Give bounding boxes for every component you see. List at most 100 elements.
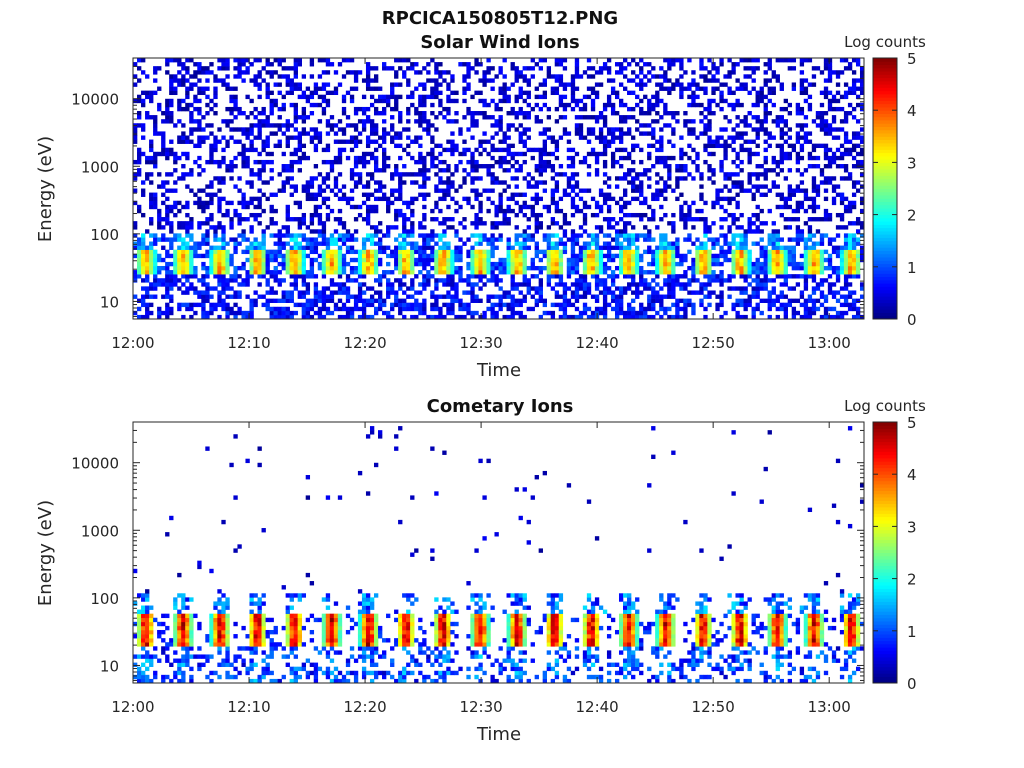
heatmap-cell bbox=[506, 245, 511, 250]
heatmap-cell bbox=[502, 147, 507, 153]
heatmap-cell bbox=[747, 147, 752, 153]
heatmap-cell bbox=[269, 204, 274, 210]
heatmap-cell bbox=[663, 294, 668, 299]
heatmap-cell bbox=[141, 123, 146, 128]
heatmap-cell bbox=[301, 90, 307, 96]
heatmap-cell bbox=[245, 127, 250, 132]
heatmap-cell bbox=[365, 233, 371, 238]
heatmap-cell bbox=[193, 143, 198, 149]
heatmap-cell bbox=[554, 274, 560, 279]
heatmap-cell bbox=[434, 70, 439, 75]
heatmap-cell bbox=[779, 155, 784, 161]
heatmap-cell bbox=[602, 261, 608, 267]
heatmap-cell bbox=[486, 151, 491, 157]
heatmap-cell bbox=[675, 184, 680, 189]
heatmap-cell bbox=[763, 278, 768, 283]
heatmap-cell bbox=[434, 200, 439, 206]
heatmap-cell bbox=[594, 168, 600, 173]
heatmap-cell bbox=[249, 172, 254, 177]
heatmap-cell bbox=[478, 98, 483, 104]
heatmap-cell bbox=[249, 200, 254, 206]
heatmap-cell bbox=[486, 58, 491, 63]
heatmap-cell bbox=[382, 310, 387, 316]
heatmap-cell bbox=[153, 127, 158, 132]
heatmap-cell bbox=[406, 94, 411, 100]
heatmap-cell bbox=[506, 314, 511, 320]
heatmap-cell bbox=[639, 290, 644, 295]
heatmap-cell bbox=[205, 78, 210, 83]
heatmap-cell bbox=[197, 204, 202, 210]
heatmap-cell bbox=[305, 282, 311, 287]
heatmap-cell bbox=[598, 257, 604, 263]
heatmap-cell bbox=[201, 310, 206, 316]
heatmap-cell bbox=[562, 249, 568, 255]
heatmap-cell bbox=[430, 102, 435, 108]
heatmap-cell bbox=[618, 208, 624, 214]
heatmap-cell bbox=[779, 147, 784, 153]
heatmap-cell bbox=[671, 82, 676, 87]
heatmap-cell bbox=[727, 74, 732, 79]
heatmap-cell bbox=[229, 274, 234, 279]
heatmap-cell bbox=[257, 270, 262, 275]
heatmap-cell bbox=[522, 78, 527, 83]
heatmap-cell bbox=[458, 184, 463, 189]
heatmap-cell bbox=[759, 282, 764, 287]
heatmap-cell bbox=[526, 82, 531, 87]
heatmap-cell bbox=[309, 212, 315, 218]
heatmap-cell bbox=[245, 282, 250, 287]
heatmap-cell bbox=[285, 66, 290, 71]
heatmap-cell bbox=[285, 306, 290, 312]
heatmap-cell bbox=[426, 314, 431, 320]
heatmap-cell bbox=[329, 310, 335, 316]
heatmap-cell bbox=[365, 208, 371, 214]
heatmap-cell bbox=[237, 265, 242, 271]
heatmap-cell bbox=[289, 86, 294, 91]
heatmap-cell bbox=[775, 233, 780, 238]
heatmap-cell bbox=[623, 245, 628, 250]
heatmap-cell bbox=[602, 282, 608, 287]
heatmap-cell bbox=[534, 196, 539, 202]
heatmap-cell bbox=[442, 180, 447, 185]
heatmap-cell bbox=[735, 270, 740, 275]
heatmap-cell bbox=[185, 221, 190, 226]
heatmap-cell bbox=[193, 253, 198, 259]
heatmap-cell bbox=[502, 180, 507, 185]
heatmap-cell bbox=[530, 294, 535, 299]
heatmap-cell bbox=[771, 278, 776, 283]
heatmap-cell bbox=[526, 237, 531, 242]
heatmap-cell bbox=[213, 147, 218, 153]
heatmap-cell bbox=[610, 135, 616, 140]
heatmap-cell bbox=[482, 237, 487, 242]
heatmap-cell bbox=[249, 127, 254, 132]
heatmap-cell bbox=[414, 159, 419, 165]
heatmap-cell bbox=[554, 257, 560, 263]
heatmap-cell bbox=[482, 270, 487, 275]
heatmap-cell bbox=[602, 286, 608, 291]
heatmap-cell bbox=[321, 225, 327, 230]
heatmap-cell bbox=[470, 180, 475, 185]
heatmap-cell bbox=[558, 265, 564, 271]
heatmap-cell bbox=[715, 86, 720, 91]
heatmap-cell bbox=[137, 314, 142, 320]
heatmap-cell bbox=[273, 265, 278, 271]
heatmap-cell bbox=[297, 94, 302, 100]
heatmap-cell bbox=[546, 70, 552, 75]
heatmap-cell bbox=[193, 74, 198, 79]
heatmap-cell bbox=[498, 237, 503, 242]
heatmap-cell bbox=[430, 151, 435, 157]
heatmap-cell bbox=[470, 94, 475, 100]
heatmap-cell bbox=[305, 184, 311, 189]
heatmap-cell bbox=[598, 66, 604, 71]
heatmap-cell bbox=[538, 290, 543, 295]
heatmap-cell bbox=[635, 290, 640, 295]
heatmap-cell bbox=[570, 172, 576, 177]
heatmap-cell bbox=[618, 82, 624, 87]
heatmap-cell bbox=[193, 270, 198, 275]
heatmap-cell bbox=[570, 233, 576, 238]
heatmap-cell bbox=[767, 168, 772, 173]
heatmap-cell bbox=[185, 204, 190, 210]
heatmap-cell bbox=[542, 58, 547, 63]
heatmap-cell bbox=[297, 159, 302, 165]
heatmap-cell bbox=[185, 66, 190, 71]
heatmap-cell bbox=[285, 314, 290, 320]
